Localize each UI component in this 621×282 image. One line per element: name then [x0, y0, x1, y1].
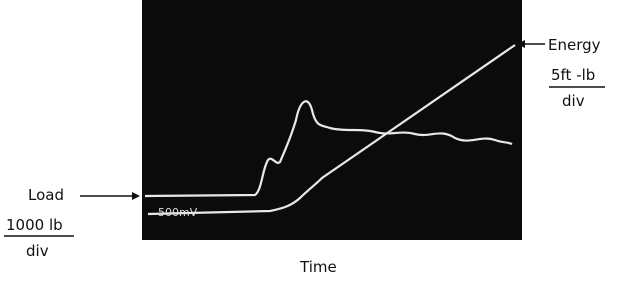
load-scale: 1000 lb — [6, 216, 63, 234]
scope-screen — [142, 0, 522, 240]
x-axis-label: Time — [299, 258, 337, 276]
arrow-head — [132, 192, 140, 200]
load-label: Load — [28, 186, 64, 204]
energy-scale: 5ft -lb — [551, 66, 595, 84]
energy-unit: div — [562, 92, 585, 110]
energy-label: Energy — [548, 36, 601, 54]
load-unit: div — [26, 242, 49, 260]
screen-note: 500mV — [158, 206, 198, 219]
figure: 500mV Energy 5ft -lb div Load 1000 lb di… — [0, 0, 621, 278]
